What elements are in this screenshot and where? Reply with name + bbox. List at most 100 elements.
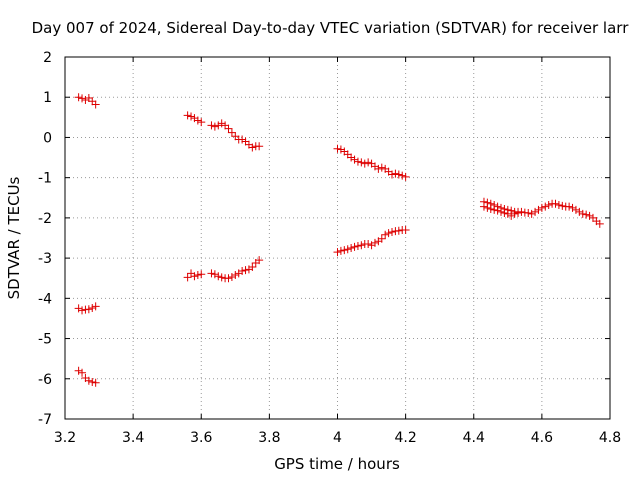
data-point	[360, 159, 369, 168]
data-point	[353, 242, 362, 251]
data-point	[336, 246, 345, 255]
data-point	[227, 273, 236, 282]
x-tick-label: 4.4	[463, 430, 485, 446]
data-point	[255, 142, 264, 151]
data-point	[347, 244, 356, 253]
x-tick-label: 4.2	[394, 430, 416, 446]
data-point	[544, 201, 553, 210]
data-point	[74, 93, 83, 102]
data-point	[187, 112, 196, 121]
data-point	[490, 205, 499, 214]
data-point	[214, 121, 223, 130]
data-point	[595, 219, 604, 228]
data-point	[394, 170, 403, 179]
data-point	[534, 205, 543, 214]
data-point	[193, 271, 202, 280]
data-point	[401, 225, 410, 234]
data-points	[74, 93, 604, 387]
data-point	[217, 119, 226, 128]
data-point	[74, 304, 83, 313]
data-point	[78, 306, 87, 315]
data-point	[510, 209, 519, 218]
data-point	[88, 377, 97, 386]
data-point	[221, 121, 230, 130]
data-point	[217, 273, 226, 282]
data-point	[507, 211, 516, 220]
x-axis-label: GPS time / hours	[274, 455, 400, 473]
data-point	[84, 94, 93, 103]
data-point	[398, 171, 407, 180]
data-point	[568, 203, 577, 212]
data-point	[227, 128, 236, 137]
data-point	[558, 201, 567, 210]
data-point	[88, 303, 97, 312]
data-point	[391, 169, 400, 178]
data-point	[340, 246, 349, 255]
data-point	[336, 145, 345, 154]
data-point	[483, 203, 492, 212]
data-point	[210, 270, 219, 279]
data-point	[183, 111, 192, 120]
data-point	[333, 248, 342, 257]
data-point	[210, 122, 219, 131]
data-point	[183, 273, 192, 282]
data-point	[381, 230, 390, 239]
data-point	[364, 158, 373, 167]
data-point	[241, 137, 250, 146]
data-point	[350, 155, 359, 164]
data-point	[497, 207, 505, 216]
data-point	[575, 207, 584, 216]
data-point	[224, 124, 233, 133]
data-point	[238, 266, 247, 275]
x-tick-label: 3.8	[258, 430, 280, 446]
data-point	[78, 94, 87, 103]
data-point	[565, 202, 574, 211]
data-point	[91, 100, 100, 109]
grid-lines	[65, 57, 610, 419]
data-point	[91, 378, 100, 387]
data-point	[374, 164, 383, 173]
data-point	[353, 157, 362, 166]
data-point	[377, 163, 386, 172]
data-point	[333, 144, 342, 153]
axis-ticks: 3.2 3.4 3.6 3.8 4 4.2 4.4 4.6 4.8 2 1 0 -1 -2 -3 -4 -5 -6…	[38, 50, 621, 446]
x-tick-label: 3.4	[122, 430, 144, 446]
data-point	[541, 202, 550, 211]
data-point	[517, 207, 526, 216]
data-point	[248, 143, 257, 152]
data-point	[370, 238, 379, 247]
y-tick-label: -2	[38, 211, 52, 227]
data-point	[479, 202, 488, 211]
data-point	[241, 266, 250, 275]
data-point	[224, 274, 233, 283]
data-point	[394, 226, 403, 235]
data-point	[527, 209, 536, 218]
data-point	[588, 213, 597, 222]
data-point	[514, 209, 523, 218]
data-point	[364, 240, 373, 249]
data-point	[197, 270, 206, 279]
data-point	[357, 158, 366, 167]
data-point	[231, 132, 240, 141]
data-point	[401, 172, 410, 181]
y-tick-label: -5	[38, 332, 52, 348]
data-point	[193, 116, 202, 125]
data-point	[238, 135, 247, 144]
data-point	[214, 272, 223, 281]
data-point	[486, 205, 495, 214]
data-point	[190, 272, 199, 281]
data-point	[554, 201, 563, 210]
y-tick-label: -3	[38, 251, 52, 267]
data-point	[357, 241, 366, 250]
y-tick-label: 1	[43, 90, 52, 106]
data-point	[384, 229, 393, 238]
data-point	[500, 209, 509, 218]
data-point	[343, 245, 352, 254]
x-tick-label: 4.8	[599, 430, 621, 446]
y-tick-label: 2	[43, 50, 52, 66]
y-axis-label: SDTVAR / TECUs	[5, 176, 23, 299]
data-point	[537, 203, 546, 212]
data-point	[551, 199, 560, 208]
y-tick-label: -4	[38, 291, 52, 307]
